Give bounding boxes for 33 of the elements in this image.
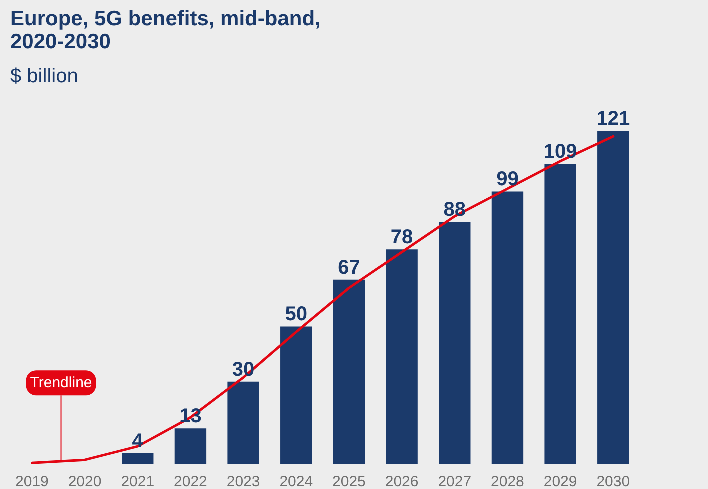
bar bbox=[228, 382, 260, 464]
data-label: 67 bbox=[338, 256, 360, 279]
data-label: 78 bbox=[390, 226, 414, 249]
x-tick-label: 2020 bbox=[68, 474, 102, 489]
x-tick-label: 2022 bbox=[174, 474, 208, 489]
chart-subtitle: $ billion bbox=[10, 66, 78, 88]
data-label: 50 bbox=[285, 304, 308, 326]
x-tick-label: 2027 bbox=[438, 474, 472, 489]
data-label: 121 bbox=[596, 108, 630, 130]
x-tick-label: 2019 bbox=[16, 474, 49, 489]
bar bbox=[492, 192, 524, 464]
x-tick-label: 2030 bbox=[596, 474, 630, 489]
text: Trendline bbox=[30, 374, 92, 392]
chart-title: Europe, 5G benefits, mid-band, 2020-2030 bbox=[10, 8, 321, 54]
bar bbox=[598, 131, 630, 464]
data-label: 99 bbox=[496, 168, 519, 191]
bar bbox=[439, 222, 471, 464]
x-tick-label: 2025 bbox=[332, 474, 366, 489]
bar bbox=[174, 428, 207, 464]
bar bbox=[122, 453, 154, 464]
x-tick-label: 2021 bbox=[121, 474, 155, 489]
x-tick-label: 2023 bbox=[226, 474, 260, 489]
bar bbox=[333, 280, 366, 464]
bar bbox=[280, 326, 312, 464]
x-tick-label: 2029 bbox=[544, 474, 578, 489]
data-label: 30 bbox=[232, 358, 255, 381]
x-tick-label: 2026 bbox=[385, 474, 419, 489]
data-label: 109 bbox=[544, 141, 578, 164]
x-tick-label: 2028 bbox=[491, 474, 524, 489]
x-tick-label: 2024 bbox=[280, 474, 314, 489]
bar bbox=[386, 250, 418, 464]
bar bbox=[544, 164, 576, 464]
data-label: 88 bbox=[444, 199, 466, 222]
